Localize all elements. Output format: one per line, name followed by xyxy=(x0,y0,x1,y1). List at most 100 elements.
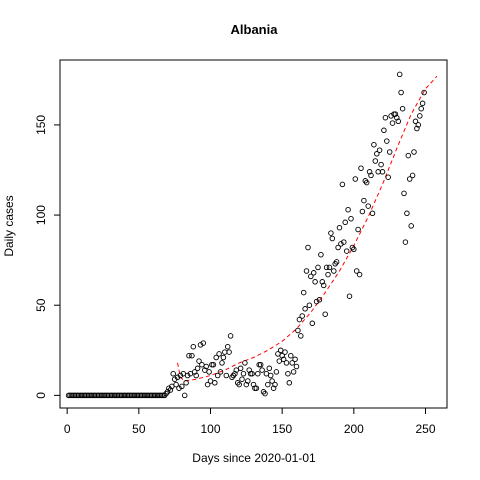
data-point xyxy=(246,367,252,373)
data-point xyxy=(196,358,202,364)
data-point xyxy=(240,370,247,377)
data-point xyxy=(204,381,211,388)
data-point xyxy=(257,361,264,368)
x-axis: 0 50 100 150 200 250 xyxy=(64,407,436,436)
data-point xyxy=(220,354,227,361)
data-point xyxy=(406,176,413,182)
data-point xyxy=(331,268,337,274)
data-point xyxy=(300,289,307,296)
data-point xyxy=(385,174,391,180)
data-point xyxy=(237,365,244,372)
data-point xyxy=(382,114,389,121)
data-point xyxy=(179,383,185,390)
data-point xyxy=(389,120,396,126)
data-point xyxy=(396,71,403,78)
data-point xyxy=(186,352,192,359)
data-point xyxy=(184,372,191,379)
data-point xyxy=(224,343,231,350)
data-point xyxy=(392,111,399,117)
data-point xyxy=(333,259,340,265)
data-point xyxy=(339,181,346,188)
data-point xyxy=(409,172,416,179)
data-point xyxy=(197,342,204,348)
data-point xyxy=(299,313,305,319)
data-points xyxy=(65,71,427,399)
x-axis-label: Days since 2020-01-01 xyxy=(192,451,316,465)
data-point xyxy=(310,270,317,276)
data-point xyxy=(269,378,275,384)
data-point xyxy=(293,363,300,370)
data-point xyxy=(315,264,321,271)
data-point xyxy=(279,352,285,359)
data-point xyxy=(273,369,280,375)
data-point xyxy=(190,343,197,350)
data-point xyxy=(189,352,195,359)
trend-line xyxy=(177,75,438,382)
data-point xyxy=(259,367,265,373)
x-tick-label: 150 xyxy=(272,422,292,436)
data-point xyxy=(289,360,295,366)
y-tick-label: 0 xyxy=(34,392,48,399)
data-point xyxy=(341,239,347,245)
plot-frame xyxy=(59,59,448,409)
data-point xyxy=(170,370,176,377)
data-point xyxy=(365,203,371,209)
data-point xyxy=(335,244,341,251)
x-tick-label: 50 xyxy=(132,422,146,436)
data-point xyxy=(290,369,297,375)
data-point xyxy=(359,208,366,215)
data-point xyxy=(399,105,406,112)
data-point xyxy=(306,302,313,308)
data-point xyxy=(292,356,298,363)
data-point xyxy=(313,298,320,305)
data-point xyxy=(356,271,363,278)
data-point xyxy=(419,100,426,107)
data-point xyxy=(343,248,350,254)
data-point xyxy=(183,380,189,386)
data-point xyxy=(361,197,367,204)
x-tick-label: 200 xyxy=(344,422,364,436)
data-point xyxy=(266,365,273,372)
data-point xyxy=(346,293,353,299)
chart-title: Albania xyxy=(231,22,279,37)
data-point xyxy=(176,385,182,391)
data-point xyxy=(371,141,377,148)
data-point xyxy=(181,392,188,399)
data-point xyxy=(379,169,386,175)
data-point xyxy=(342,219,348,226)
data-point xyxy=(305,244,311,251)
data-point xyxy=(358,165,364,171)
data-point xyxy=(348,215,354,222)
data-point xyxy=(250,381,257,388)
data-point xyxy=(286,380,293,386)
data-point xyxy=(368,172,374,179)
data-point xyxy=(417,113,423,119)
data-point xyxy=(363,179,370,186)
data-point xyxy=(353,268,360,274)
data-point xyxy=(402,239,409,245)
data-point xyxy=(194,365,201,372)
data-point xyxy=(227,333,234,339)
data-point xyxy=(316,297,323,303)
data-point xyxy=(404,210,410,217)
data-point xyxy=(322,311,328,317)
data-point xyxy=(245,378,251,384)
data-point xyxy=(386,149,393,155)
data-point xyxy=(272,381,278,388)
y-axis-label: Daily cases xyxy=(2,195,16,256)
data-point xyxy=(298,333,304,339)
data-point xyxy=(351,246,357,253)
x-tick-label: 0 xyxy=(64,422,71,436)
data-point xyxy=(319,279,326,285)
data-point xyxy=(418,105,424,112)
data-point xyxy=(296,316,303,323)
y-tick-label: 50 xyxy=(34,298,48,312)
data-point xyxy=(374,151,380,157)
data-point xyxy=(401,190,407,197)
data-point xyxy=(217,369,224,375)
data-point xyxy=(366,169,373,175)
data-point xyxy=(303,268,310,274)
data-point xyxy=(253,385,260,391)
data-point xyxy=(320,282,327,289)
